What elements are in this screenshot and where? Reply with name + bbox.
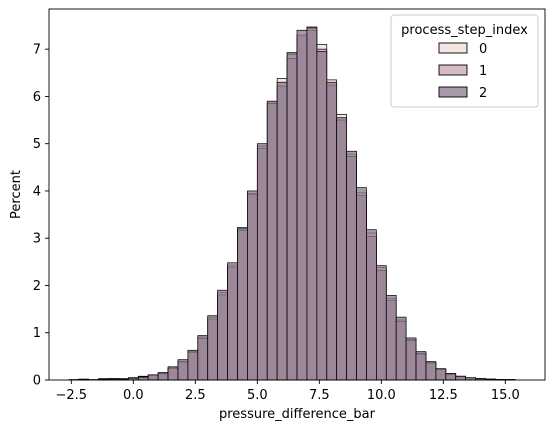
y-tick-label: 1: [33, 326, 41, 341]
bar-series-2-bin-16: [227, 262, 238, 381]
legend-swatch-2: [438, 86, 468, 98]
bar-series-2-bin-12: [187, 349, 199, 381]
x-tick-label: 7.5: [309, 388, 330, 403]
legend: process_step_index 0 1 2: [390, 14, 539, 108]
bar-series-2-bin-33: [395, 316, 407, 381]
x-tick-label: 10.0: [367, 388, 396, 403]
bar-series-2-bin-32: [385, 295, 397, 381]
bar-series-2-bin-36: [425, 361, 437, 381]
bar-series-2-bin-13: [197, 335, 209, 381]
bar-series-2-bin-22: [286, 53, 298, 381]
bar-series-2-bin-30: [366, 229, 377, 381]
axes: [48, 8, 546, 381]
bar-series-2-bin-38: [445, 373, 457, 381]
y-tick-label: 0: [33, 374, 41, 389]
x-tick-label: 12.5: [429, 388, 458, 403]
bar-series-2-bin-31: [376, 265, 387, 381]
legend-label-0: 0: [479, 42, 487, 57]
legend-frame: [390, 14, 539, 108]
bar-series-2-bin-18: [247, 190, 258, 381]
bar-series-2-bin-9: [157, 372, 169, 381]
bar-series-2-bin-27: [336, 117, 347, 381]
histogram-bars: [68, 26, 516, 381]
x-axis-label: pressure_difference_bar: [219, 407, 376, 422]
y-tick-label: 2: [33, 279, 41, 294]
bar-series-2-bin-29: [356, 187, 367, 381]
x-tick-label: −2.5: [56, 388, 88, 403]
legend-label-1: 1: [479, 64, 487, 79]
bar-series-2-bin-23: [296, 29, 308, 381]
legend-label-2: 2: [479, 86, 487, 101]
y-tick-label: 3: [33, 232, 41, 247]
bar-series-2-bin-17: [237, 228, 248, 381]
bar-series-2-bin-10: [167, 366, 179, 381]
y-tick-label: 5: [33, 137, 41, 152]
x-axis-ticks: −2.5 0.0 2.5 5.0 7.5 10.0 12.5 15.0: [56, 380, 520, 403]
bar-series-2-bin-15: [217, 289, 228, 381]
legend-swatch-0: [438, 42, 468, 54]
bar-series-2-bin-14: [207, 315, 218, 381]
bar-series-2-bin-20: [266, 100, 278, 381]
x-tick-label: 2.5: [185, 388, 206, 403]
bar-series-2-bin-34: [405, 337, 417, 381]
bar-series-2-bin-11: [177, 359, 189, 381]
bar-series-2-bin-19: [256, 143, 268, 381]
x-tick-label: 15.0: [491, 388, 520, 403]
plot-frame: [48, 8, 546, 381]
y-axis-ticks: 0 1 2 3 4 5 6 7: [33, 43, 49, 389]
bar-series-2-bin-37: [435, 368, 447, 381]
x-tick-label: 0.0: [123, 388, 144, 403]
bar-series-2-bin-21: [276, 81, 288, 381]
y-tick-label: 7: [33, 43, 41, 58]
bar-series-2-bin-39: [455, 375, 466, 381]
bar-series-2-bin-28: [346, 150, 357, 381]
bar-series-2-bin-26: [326, 81, 338, 381]
x-tick-label: 5.0: [247, 388, 268, 403]
y-tick-label: 4: [33, 184, 41, 199]
y-tick-label: 6: [33, 90, 41, 105]
bar-series-2-bin-35: [415, 351, 427, 381]
legend-title: process_step_index: [401, 23, 528, 38]
legend-swatch-1: [438, 64, 468, 76]
bar-series-2-bin-8: [147, 374, 159, 381]
y-axis-label: Percent: [9, 170, 24, 219]
bar-series-2-bin-25: [316, 51, 328, 381]
bar-series-2-bin-24: [306, 27, 318, 381]
